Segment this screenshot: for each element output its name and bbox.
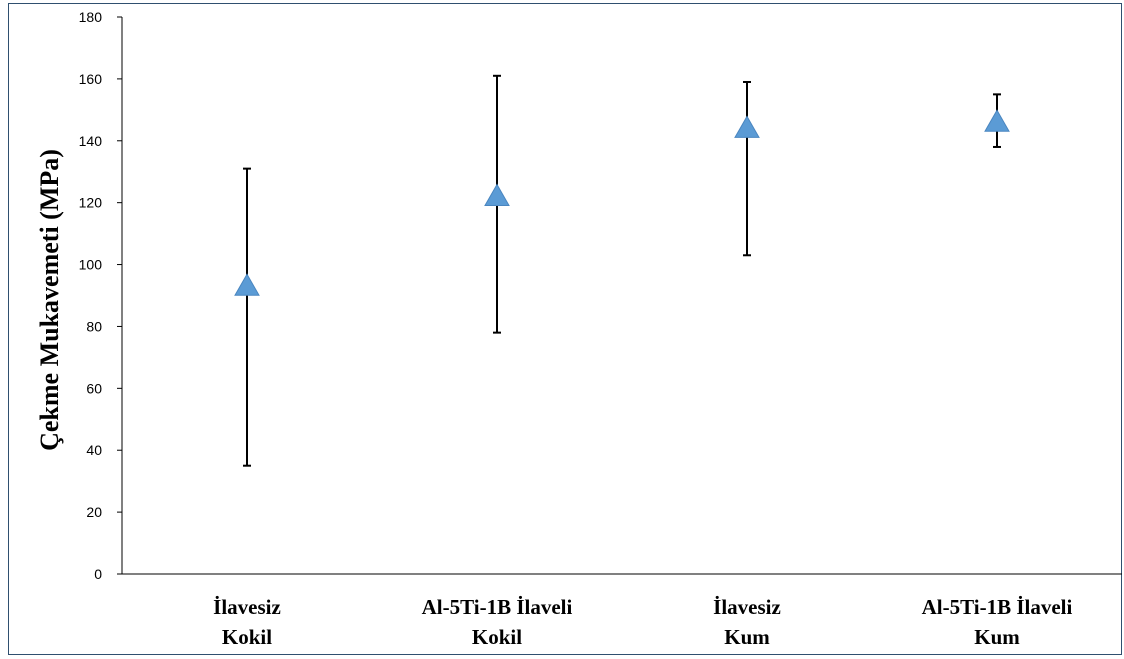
data-point: [984, 109, 1010, 132]
y-tick-label: 160: [79, 71, 103, 87]
y-axis-label: Çekme Mukavemeti (MPa): [35, 149, 64, 451]
axes: [121, 17, 1122, 575]
y-ticks: 0 20 40 60 80 100 120 140 160 180: [79, 9, 122, 582]
data-point: [234, 273, 260, 296]
x-category-label: Kokil: [472, 625, 522, 649]
chart-frame: [8, 3, 1122, 655]
error-bars: [243, 74, 1001, 467]
data-points: [234, 109, 1010, 296]
x-category-label: Kum: [974, 625, 1020, 649]
y-tick-label: 60: [86, 380, 102, 396]
x-category-label: Kum: [724, 625, 770, 649]
x-category-label: İlavesiz: [713, 595, 781, 619]
y-tick-label: 180: [79, 9, 103, 25]
x-category-label: Al-5Ti-1B İlaveli: [922, 595, 1073, 619]
y-tick-label: 100: [79, 257, 103, 273]
x-categories: İlavesiz Kokil Al-5Ti-1B İlaveli Kokil İlave…: [213, 595, 1072, 649]
data-point: [484, 183, 510, 206]
data-point: [734, 115, 760, 138]
y-tick-label: 140: [79, 133, 103, 149]
y-tick-label: 20: [86, 504, 102, 520]
y-tick-label: 0: [94, 566, 102, 582]
x-category-label: Kokil: [222, 625, 272, 649]
x-category-label: İlavesiz: [213, 595, 281, 619]
y-tick-label: 40: [86, 442, 102, 458]
x-category-label: Al-5Ti-1B İlaveli: [422, 595, 573, 619]
y-tick-label: 120: [79, 195, 103, 211]
y-tick-label: 80: [86, 318, 102, 334]
